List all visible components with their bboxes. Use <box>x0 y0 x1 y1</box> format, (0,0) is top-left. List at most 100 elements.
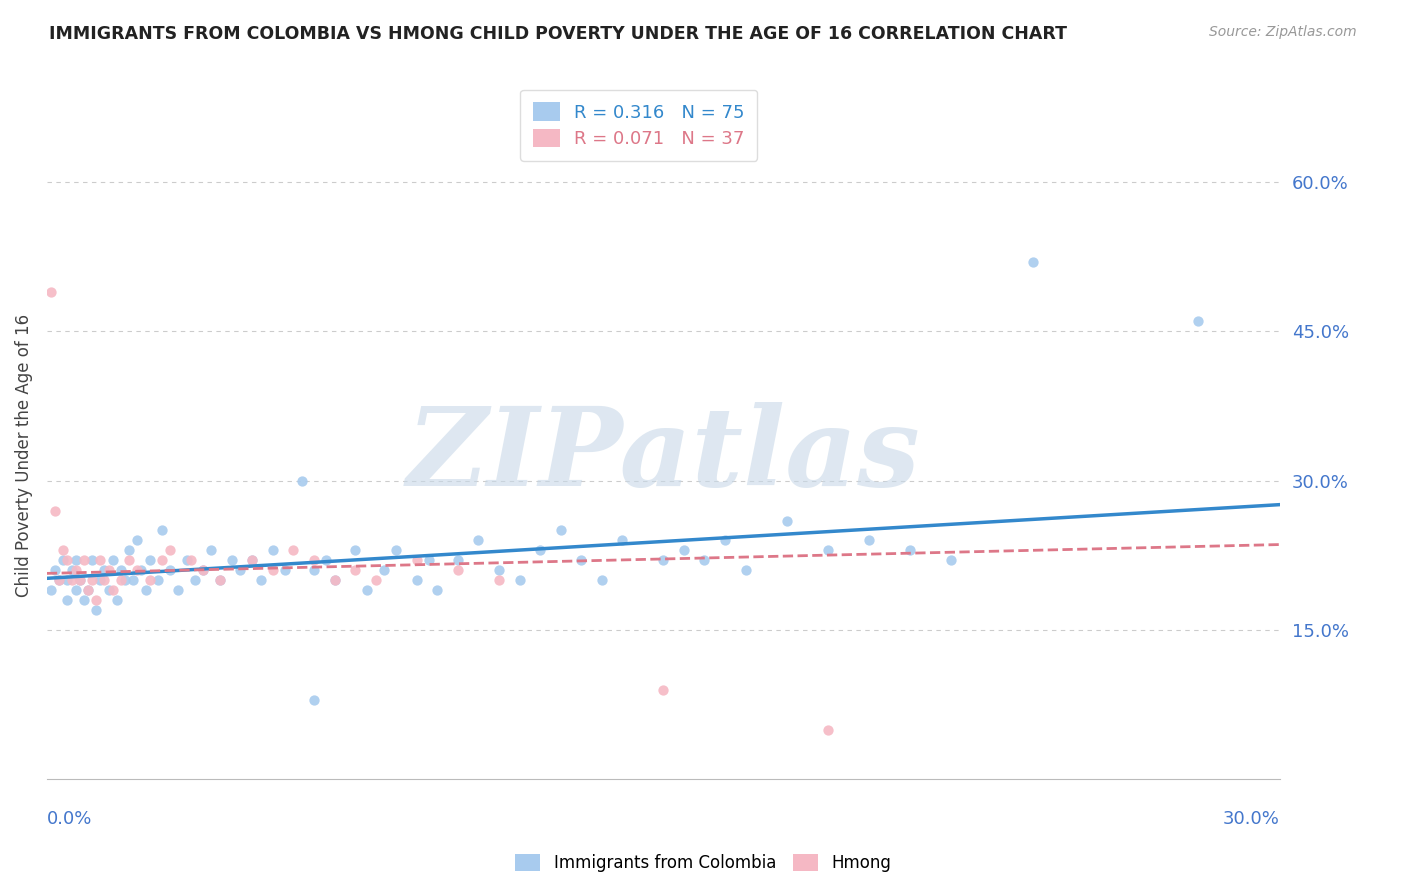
Point <box>323 574 346 588</box>
Point <box>426 583 449 598</box>
Point <box>323 574 346 588</box>
Point <box>56 574 79 588</box>
Point <box>242 553 264 567</box>
Point <box>714 533 737 548</box>
Point <box>672 543 695 558</box>
Point <box>569 553 592 567</box>
Point <box>652 553 675 567</box>
Text: IMMIGRANTS FROM COLOMBIA VS HMONG CHILD POVERTY UNDER THE AGE OF 16 CORRELATION : IMMIGRANTS FROM COLOMBIA VS HMONG CHILD … <box>49 25 1067 43</box>
Point <box>200 543 222 558</box>
Point <box>180 553 202 567</box>
Point <box>84 603 107 617</box>
Point <box>48 574 70 588</box>
Point <box>69 574 91 588</box>
Point <box>184 574 207 588</box>
Point <box>191 563 214 577</box>
Point <box>52 543 75 558</box>
Point <box>93 563 115 577</box>
Point <box>405 553 427 567</box>
Point <box>467 533 489 548</box>
Point <box>344 543 367 558</box>
Point <box>291 474 314 488</box>
Point <box>447 563 470 577</box>
Point <box>97 563 120 577</box>
Point <box>176 553 198 567</box>
Point <box>56 593 79 607</box>
Point <box>73 593 96 607</box>
Point <box>73 553 96 567</box>
Point <box>858 533 880 548</box>
Text: Source: ZipAtlas.com: Source: ZipAtlas.com <box>1209 25 1357 39</box>
Point <box>488 574 510 588</box>
Text: 30.0%: 30.0% <box>1223 810 1279 828</box>
Point <box>105 593 128 607</box>
Point <box>118 543 141 558</box>
Point <box>283 543 305 558</box>
Point <box>39 583 62 598</box>
Point <box>221 553 243 567</box>
Point <box>302 692 325 706</box>
Point <box>110 574 132 588</box>
Point <box>77 583 100 598</box>
Point <box>817 723 839 737</box>
Point <box>77 583 100 598</box>
Point <box>652 682 675 697</box>
Point <box>447 553 470 567</box>
Point <box>114 574 136 588</box>
Point <box>89 574 111 588</box>
Point <box>939 553 962 567</box>
Point <box>364 574 387 588</box>
Point <box>315 553 337 567</box>
Point <box>93 574 115 588</box>
Point <box>101 553 124 567</box>
Point <box>898 543 921 558</box>
Point <box>135 583 157 598</box>
Text: 0.0%: 0.0% <box>46 810 93 828</box>
Point <box>529 543 551 558</box>
Point <box>69 574 91 588</box>
Point <box>159 563 181 577</box>
Point <box>101 583 124 598</box>
Point <box>191 563 214 577</box>
Point <box>734 563 756 577</box>
Point <box>146 574 169 588</box>
Point <box>262 563 284 577</box>
Point <box>82 553 104 567</box>
Point <box>817 543 839 558</box>
Point <box>82 574 104 588</box>
Point <box>229 563 252 577</box>
Point <box>60 563 83 577</box>
Point <box>344 563 367 577</box>
Text: ZIPatlas: ZIPatlas <box>406 402 921 509</box>
Point <box>385 543 408 558</box>
Point <box>1187 314 1209 328</box>
Legend: Immigrants from Colombia, Hmong: Immigrants from Colombia, Hmong <box>509 847 897 879</box>
Point <box>302 563 325 577</box>
Point <box>84 593 107 607</box>
Point <box>550 524 572 538</box>
Point <box>1022 254 1045 268</box>
Point <box>262 543 284 558</box>
Point <box>150 553 173 567</box>
Point <box>356 583 378 598</box>
Point <box>65 583 87 598</box>
Legend: R = 0.316   N = 75, R = 0.071   N = 37: R = 0.316 N = 75, R = 0.071 N = 37 <box>520 89 758 161</box>
Point <box>60 574 83 588</box>
Point <box>56 553 79 567</box>
Point <box>208 574 231 588</box>
Point <box>110 563 132 577</box>
Point <box>127 533 149 548</box>
Point <box>138 574 160 588</box>
Point <box>89 553 111 567</box>
Point <box>65 563 87 577</box>
Point <box>242 553 264 567</box>
Point <box>138 553 160 567</box>
Point <box>131 563 153 577</box>
Point <box>39 285 62 299</box>
Point <box>97 583 120 598</box>
Point <box>167 583 190 598</box>
Point <box>150 524 173 538</box>
Point <box>122 574 145 588</box>
Y-axis label: Child Poverty Under the Age of 16: Child Poverty Under the Age of 16 <box>15 314 32 598</box>
Point <box>274 563 297 577</box>
